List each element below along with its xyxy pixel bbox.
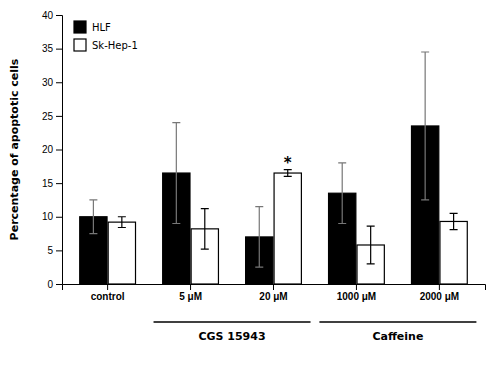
y-tick-mark bbox=[56, 250, 62, 251]
error-bar bbox=[172, 123, 180, 224]
y-tick: 15 bbox=[42, 178, 62, 189]
x-tick-mark bbox=[356, 284, 357, 290]
legend-entry: Sk-Hep-1 bbox=[74, 39, 138, 51]
y-tick-label: 30 bbox=[42, 77, 54, 88]
series bbox=[80, 52, 439, 284]
x-tick-mark bbox=[439, 284, 440, 290]
x-tick-mark bbox=[107, 284, 108, 290]
legend: HLF Sk-Hep-1 bbox=[74, 21, 138, 51]
y-tick-label: 5 bbox=[47, 245, 53, 256]
y-tick-mark bbox=[56, 284, 62, 285]
error-bar bbox=[201, 209, 209, 249]
y-axis-line bbox=[56, 16, 63, 285]
group-label: CGS 15943 bbox=[198, 330, 265, 343]
error-bar bbox=[450, 213, 458, 229]
y-axis-title: Percentage of apoptotic cells bbox=[8, 58, 21, 240]
legend-label: Sk-Hep-1 bbox=[92, 40, 138, 51]
bar bbox=[440, 221, 467, 284]
error-bar bbox=[367, 226, 375, 264]
y-tick-mark bbox=[56, 49, 62, 50]
x-tick: 1000 μM bbox=[337, 284, 376, 302]
y-tick-mark bbox=[56, 150, 62, 151]
x-tick-mark bbox=[190, 284, 191, 290]
x-tick-label: 5 μM bbox=[179, 291, 202, 302]
x-tick: 20 μM bbox=[259, 284, 287, 302]
marks bbox=[80, 52, 468, 284]
x-tick-label: 2000 μM bbox=[420, 291, 459, 302]
y-tick: 0 bbox=[47, 279, 62, 290]
legend-entry: HLF bbox=[74, 21, 111, 33]
y-tick: 35 bbox=[42, 43, 62, 54]
x-axis-line bbox=[63, 285, 486, 291]
y-tick: 40 bbox=[42, 10, 62, 21]
legend-swatch bbox=[74, 39, 86, 51]
y-tick-mark bbox=[56, 217, 62, 218]
x-tick-label: 1000 μM bbox=[337, 291, 376, 302]
legend-swatch bbox=[74, 21, 86, 33]
annotations: * CGS 15943 Caffeine bbox=[154, 154, 477, 343]
error-bar bbox=[255, 207, 263, 268]
y-tick-label: 10 bbox=[42, 211, 54, 222]
y-tick-label: 40 bbox=[42, 10, 54, 21]
y-axis: 0 5 10 15 20 25 30 35 40 bbox=[42, 10, 63, 290]
y-tick: 5 bbox=[47, 245, 62, 256]
error-bar bbox=[89, 200, 97, 234]
significance-marker: * bbox=[284, 154, 292, 172]
y-tick-mark bbox=[56, 15, 62, 16]
x-tick-label: 20 μM bbox=[259, 291, 287, 302]
x-tick-mark bbox=[273, 284, 274, 290]
error-bar bbox=[118, 217, 126, 228]
x-axis: control 5 μM 20 μM 1000 μM 2000 μM bbox=[63, 284, 486, 302]
x-tick: control bbox=[91, 284, 125, 302]
chart: 0 5 10 15 20 25 30 35 40 control 5 μM 20 μM 1000 μM 2… bbox=[0, 0, 500, 369]
error-bar bbox=[338, 163, 346, 224]
y-tick-label: 35 bbox=[42, 43, 54, 54]
y-tick: 10 bbox=[42, 211, 62, 222]
group-bracket bbox=[154, 321, 311, 323]
y-tick-label: 20 bbox=[42, 144, 54, 155]
y-tick-label: 0 bbox=[47, 279, 53, 290]
x-tick-label: control bbox=[91, 291, 125, 302]
group-label: Caffeine bbox=[372, 330, 423, 343]
x-tick: 2000 μM bbox=[420, 284, 459, 302]
y-tick: 30 bbox=[42, 77, 62, 88]
y-tick: 20 bbox=[42, 144, 62, 155]
plot: 0 5 10 15 20 25 30 35 40 control 5 μM 20 μM 1000 μM 2… bbox=[8, 10, 486, 343]
bar bbox=[108, 222, 135, 284]
y-tick-label: 25 bbox=[42, 111, 54, 122]
x-tick: 5 μM bbox=[179, 284, 202, 302]
y-tick: 25 bbox=[42, 111, 62, 122]
y-tick-mark bbox=[56, 82, 62, 83]
y-tick-mark bbox=[56, 116, 62, 117]
y-tick-mark bbox=[56, 183, 62, 184]
y-tick-label: 15 bbox=[42, 178, 54, 189]
group-bracket bbox=[319, 321, 476, 323]
series bbox=[108, 170, 467, 284]
bar bbox=[274, 173, 301, 284]
error-bar bbox=[421, 52, 429, 200]
legend-label: HLF bbox=[92, 22, 111, 33]
